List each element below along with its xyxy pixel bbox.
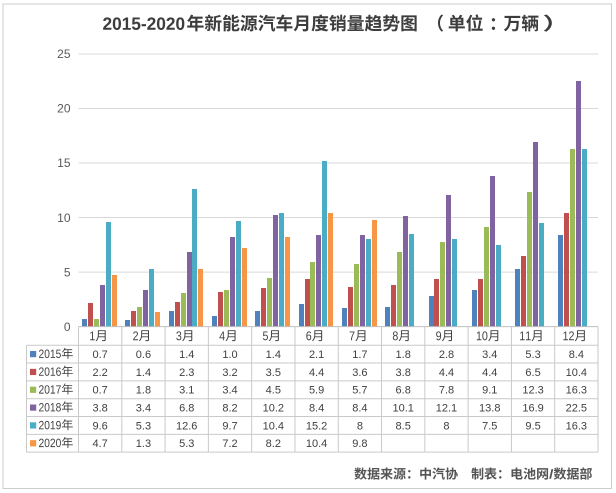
svg-text:10.4: 10.4 (566, 367, 587, 379)
svg-text:3.8: 3.8 (93, 403, 108, 415)
svg-text:2.1: 2.1 (309, 349, 324, 361)
svg-text:5.3: 5.3 (525, 349, 540, 361)
svg-text:4.7: 4.7 (93, 438, 108, 450)
svg-text:7.2: 7.2 (222, 438, 237, 450)
svg-text:5.3: 5.3 (179, 438, 194, 450)
svg-text:6.5: 6.5 (525, 367, 540, 379)
svg-text:8.5: 8.5 (396, 420, 411, 432)
svg-text:20: 20 (57, 102, 71, 116)
svg-text:3.4: 3.4 (222, 385, 237, 397)
svg-text:3.4: 3.4 (136, 403, 151, 415)
svg-text:4.4: 4.4 (309, 367, 324, 379)
svg-text:5: 5 (64, 265, 71, 279)
svg-text:4.4: 4.4 (439, 367, 454, 379)
svg-text:6.8: 6.8 (179, 403, 194, 415)
svg-text:2.2: 2.2 (93, 367, 108, 379)
svg-text:8.4: 8.4 (309, 403, 324, 415)
svg-text:1.4: 1.4 (179, 349, 194, 361)
svg-text:1.0: 1.0 (222, 349, 237, 361)
svg-text:12.1: 12.1 (436, 403, 457, 415)
svg-text:7.8: 7.8 (439, 385, 454, 397)
svg-text:15.2: 15.2 (306, 420, 327, 432)
svg-text:2.3: 2.3 (179, 367, 194, 379)
svg-text:6.8: 6.8 (396, 385, 411, 397)
svg-text:16.3: 16.3 (566, 385, 587, 397)
svg-text:3.5: 3.5 (266, 367, 281, 379)
svg-text:9.5: 9.5 (525, 420, 540, 432)
svg-text:1.8: 1.8 (136, 385, 151, 397)
svg-text:8.2: 8.2 (222, 403, 237, 415)
svg-text:1.4: 1.4 (136, 367, 151, 379)
svg-text:9.7: 9.7 (222, 420, 237, 432)
svg-text:10.1: 10.1 (392, 403, 413, 415)
svg-text:8: 8 (443, 420, 449, 432)
svg-text:3.8: 3.8 (396, 367, 411, 379)
svg-text:10.4: 10.4 (306, 438, 327, 450)
svg-text:3.1: 3.1 (179, 385, 194, 397)
svg-text:3.4: 3.4 (482, 349, 497, 361)
svg-text:13.8: 13.8 (479, 403, 500, 415)
svg-text:3.2: 3.2 (222, 367, 237, 379)
svg-text:12.3: 12.3 (522, 385, 543, 397)
svg-text:5.7: 5.7 (352, 385, 367, 397)
svg-text:16.9: 16.9 (522, 403, 543, 415)
svg-text:9.1: 9.1 (482, 385, 497, 397)
svg-text:1.7: 1.7 (352, 349, 367, 361)
svg-text:22.5: 22.5 (566, 403, 587, 415)
svg-text:4.5: 4.5 (266, 385, 281, 397)
svg-text:9.8: 9.8 (352, 438, 367, 450)
svg-text:1.4: 1.4 (266, 349, 281, 361)
svg-text:15: 15 (57, 156, 71, 170)
svg-text:8.4: 8.4 (569, 349, 584, 361)
svg-text:1.3: 1.3 (136, 438, 151, 450)
svg-text:4.4: 4.4 (482, 367, 497, 379)
svg-text:8.2: 8.2 (266, 438, 281, 450)
svg-text:5.9: 5.9 (309, 385, 324, 397)
svg-text:8.4: 8.4 (352, 403, 367, 415)
svg-text:0.7: 0.7 (93, 385, 108, 397)
svg-text:10: 10 (57, 211, 71, 225)
svg-text:8: 8 (357, 420, 363, 432)
svg-text:5.3: 5.3 (136, 420, 151, 432)
svg-text:0.7: 0.7 (93, 349, 108, 361)
svg-text:10.2: 10.2 (263, 403, 284, 415)
svg-text:9.6: 9.6 (93, 420, 108, 432)
svg-text:0.6: 0.6 (136, 349, 151, 361)
svg-text:25: 25 (57, 47, 71, 61)
svg-text:2.8: 2.8 (439, 349, 454, 361)
svg-text:0: 0 (64, 320, 71, 334)
svg-text:12.6: 12.6 (176, 420, 197, 432)
svg-text:3.6: 3.6 (352, 367, 367, 379)
svg-text:7.5: 7.5 (482, 420, 497, 432)
svg-text:16.3: 16.3 (566, 420, 587, 432)
svg-text:10.4: 10.4 (263, 420, 284, 432)
svg-text:1.8: 1.8 (396, 349, 411, 361)
